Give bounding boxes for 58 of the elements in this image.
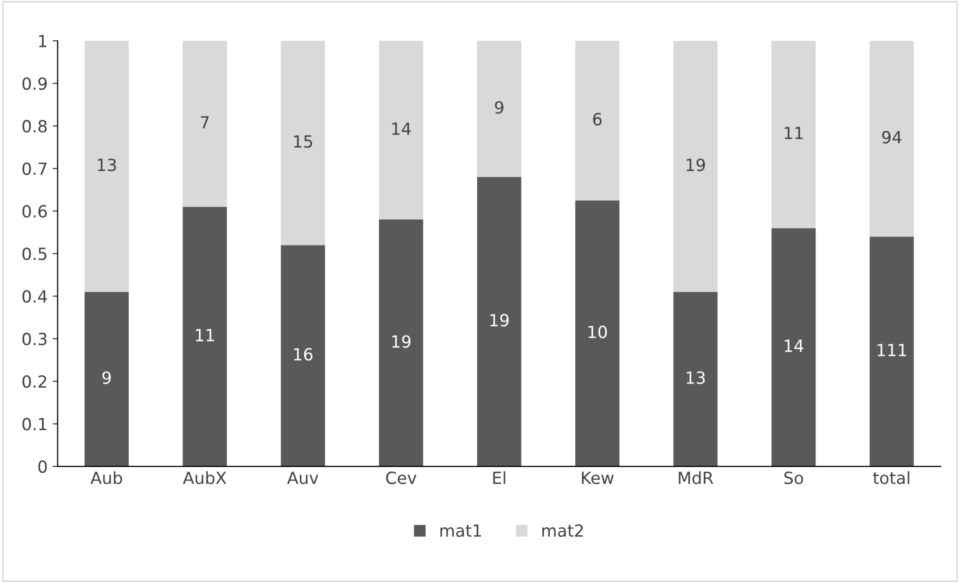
- x-tick-label: Kew: [582, 472, 614, 484]
- bar: [280, 245, 326, 466]
- bar: [378, 220, 424, 466]
- annotation: 111: [878, 344, 906, 356]
- y-tick-label: 0.9: [22, 77, 47, 90]
- annotation: 10: [588, 326, 607, 338]
- annotation: 19: [392, 335, 410, 348]
- annotation: 94: [882, 130, 902, 144]
- x-tick-label: Auv: [287, 472, 318, 484]
- x-tick-label: So: [784, 472, 804, 484]
- y-tick-label: 0.4: [22, 290, 47, 303]
- annotation: 13: [98, 158, 116, 172]
- x-tick-label: Cev: [386, 472, 416, 484]
- bar: [575, 200, 620, 466]
- bar: [477, 40, 522, 177]
- annotation: 9: [494, 101, 504, 114]
- x-tick-label: total: [873, 471, 910, 484]
- bar: [182, 206, 227, 466]
- x-tick-label: AubX: [182, 471, 226, 484]
- x-tick-label: El: [493, 471, 506, 484]
- y-tick-label: 0: [38, 460, 47, 473]
- bar: [673, 292, 718, 466]
- bar: [477, 177, 522, 466]
- annotation: 14: [392, 122, 411, 135]
- x-tick-label: Aub: [90, 471, 122, 484]
- bar: [378, 40, 424, 220]
- annotation: 19: [686, 158, 705, 172]
- y-tick-label: 0.2: [22, 375, 46, 388]
- y-tick-label: 0.5: [22, 248, 46, 260]
- annotation: 19: [490, 314, 509, 327]
- bar: [280, 40, 326, 246]
- bar: [772, 40, 816, 228]
- bar: [870, 40, 914, 237]
- bar: [673, 40, 718, 292]
- y-tick-label: 1: [39, 34, 46, 48]
- annotation: 13: [686, 371, 705, 384]
- annotation: 11: [784, 126, 803, 140]
- y-tick-label: 0.3: [22, 332, 47, 346]
- legend-label: mat1: [440, 524, 481, 537]
- bar: [870, 236, 914, 466]
- bar: [772, 228, 816, 466]
- bar: [84, 292, 129, 466]
- x-tick-label: MdR: [678, 471, 714, 484]
- annotation: 11: [196, 329, 214, 342]
- legend-label: mat2: [542, 524, 583, 537]
- bar: [84, 40, 129, 292]
- annotation: 16: [294, 348, 312, 361]
- annotation: 15: [294, 135, 312, 148]
- y-tick-label: 0.6: [22, 205, 47, 218]
- bar: [575, 40, 620, 200]
- annotation: 6: [593, 112, 602, 126]
- annotation: 14: [784, 340, 804, 352]
- annotation: 9: [102, 371, 111, 384]
- y-tick-label: 0.7: [22, 162, 46, 176]
- y-tick-label: 0.8: [22, 120, 47, 132]
- bar: [182, 40, 227, 207]
- annotation: 7: [200, 116, 209, 128]
- y-tick-label: 0.1: [22, 418, 46, 430]
